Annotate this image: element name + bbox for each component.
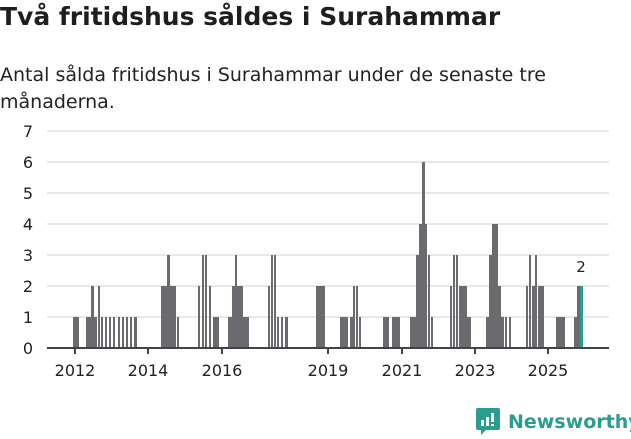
bar bbox=[202, 255, 204, 348]
bar bbox=[161, 286, 167, 348]
bar bbox=[268, 286, 270, 348]
bar bbox=[453, 255, 455, 348]
bar bbox=[316, 286, 325, 348]
bar bbox=[505, 317, 507, 348]
bar bbox=[340, 317, 348, 348]
bar bbox=[243, 317, 249, 348]
bar bbox=[425, 224, 427, 348]
y-tick-label: 2 bbox=[23, 277, 33, 296]
y-tick-label: 3 bbox=[23, 246, 33, 265]
bar bbox=[134, 317, 137, 348]
value-annotation: 2 bbox=[576, 258, 586, 276]
chart-title: Två fritidshus såldes i Surahammar bbox=[0, 2, 501, 31]
bar bbox=[285, 317, 288, 348]
bar bbox=[410, 317, 416, 348]
newsworthy-logo: Newsworthy bbox=[476, 408, 631, 436]
bar bbox=[353, 286, 355, 348]
bar bbox=[235, 255, 237, 348]
x-axis: 2012 2014 2016 2019 2021 2023 2025 bbox=[47, 347, 609, 380]
bar bbox=[109, 317, 111, 348]
bar bbox=[350, 317, 353, 348]
brand-name: Newsworthy bbox=[508, 411, 631, 433]
bar bbox=[98, 286, 100, 348]
bar bbox=[538, 286, 544, 348]
bar bbox=[419, 224, 422, 348]
bar bbox=[130, 317, 132, 348]
bar bbox=[580, 286, 583, 348]
x-tick-label: 2016 bbox=[202, 361, 243, 380]
x-tick-label: 2025 bbox=[528, 361, 569, 380]
bar bbox=[277, 317, 279, 348]
bar bbox=[271, 255, 273, 348]
bar bbox=[532, 286, 535, 348]
x-tick-label: 2012 bbox=[55, 361, 96, 380]
y-tick-label: 7 bbox=[23, 122, 33, 141]
bar bbox=[356, 286, 358, 348]
bar bbox=[489, 255, 492, 348]
bar bbox=[486, 317, 489, 348]
bar bbox=[509, 317, 511, 348]
bar bbox=[535, 255, 537, 348]
bar bbox=[122, 317, 124, 348]
bar bbox=[281, 317, 283, 348]
bar bbox=[237, 286, 243, 348]
bars bbox=[73, 162, 583, 348]
x-tick-label: 2023 bbox=[455, 361, 496, 380]
bar bbox=[456, 255, 458, 348]
bar bbox=[383, 317, 389, 348]
bar bbox=[118, 317, 120, 348]
y-tick-label: 4 bbox=[23, 215, 33, 234]
bar bbox=[177, 317, 179, 348]
bar bbox=[274, 255, 276, 348]
bar bbox=[167, 255, 170, 348]
bar bbox=[529, 255, 531, 348]
bar bbox=[101, 317, 103, 348]
bar bbox=[428, 255, 430, 348]
y-tick-label: 6 bbox=[23, 153, 33, 172]
bar bbox=[574, 317, 577, 348]
bar bbox=[498, 286, 501, 348]
bar bbox=[416, 255, 419, 348]
y-tick-label: 1 bbox=[23, 308, 33, 327]
bar bbox=[232, 286, 235, 348]
bar bbox=[467, 317, 471, 348]
bar bbox=[105, 317, 107, 348]
y-axis-labels: 0 1 2 3 4 5 6 7 bbox=[23, 122, 33, 358]
x-tick-label: 2014 bbox=[128, 361, 169, 380]
x-tick-label: 2019 bbox=[308, 361, 349, 380]
bar bbox=[526, 286, 528, 348]
bar bbox=[205, 255, 207, 348]
bar bbox=[86, 317, 92, 348]
bar bbox=[213, 317, 219, 348]
chart-subtitle: Antal sålda fritidshus i Surahammar unde… bbox=[0, 64, 546, 113]
bar bbox=[422, 162, 425, 348]
bar bbox=[492, 224, 498, 348]
y-tick-label: 5 bbox=[23, 184, 33, 203]
bar-chart-bubble-icon bbox=[476, 408, 500, 435]
y-tick-label: 0 bbox=[23, 339, 33, 358]
bar bbox=[209, 286, 211, 348]
bar bbox=[459, 286, 467, 348]
bar bbox=[577, 286, 580, 348]
latest-value-label: 2 bbox=[576, 258, 586, 276]
bar bbox=[228, 317, 232, 348]
bar bbox=[126, 317, 128, 348]
bar bbox=[198, 286, 200, 348]
x-tick-label: 2021 bbox=[382, 361, 423, 380]
bar bbox=[556, 317, 565, 348]
bar bbox=[450, 286, 452, 348]
bar bbox=[392, 317, 400, 348]
bar bbox=[113, 317, 115, 348]
gridlines bbox=[47, 130, 609, 318]
bar bbox=[431, 317, 433, 348]
bar bbox=[359, 317, 361, 348]
bar bbox=[501, 317, 504, 348]
bar bbox=[94, 317, 97, 348]
bar bbox=[170, 286, 176, 348]
bar bbox=[91, 286, 94, 348]
bar bbox=[73, 317, 79, 348]
